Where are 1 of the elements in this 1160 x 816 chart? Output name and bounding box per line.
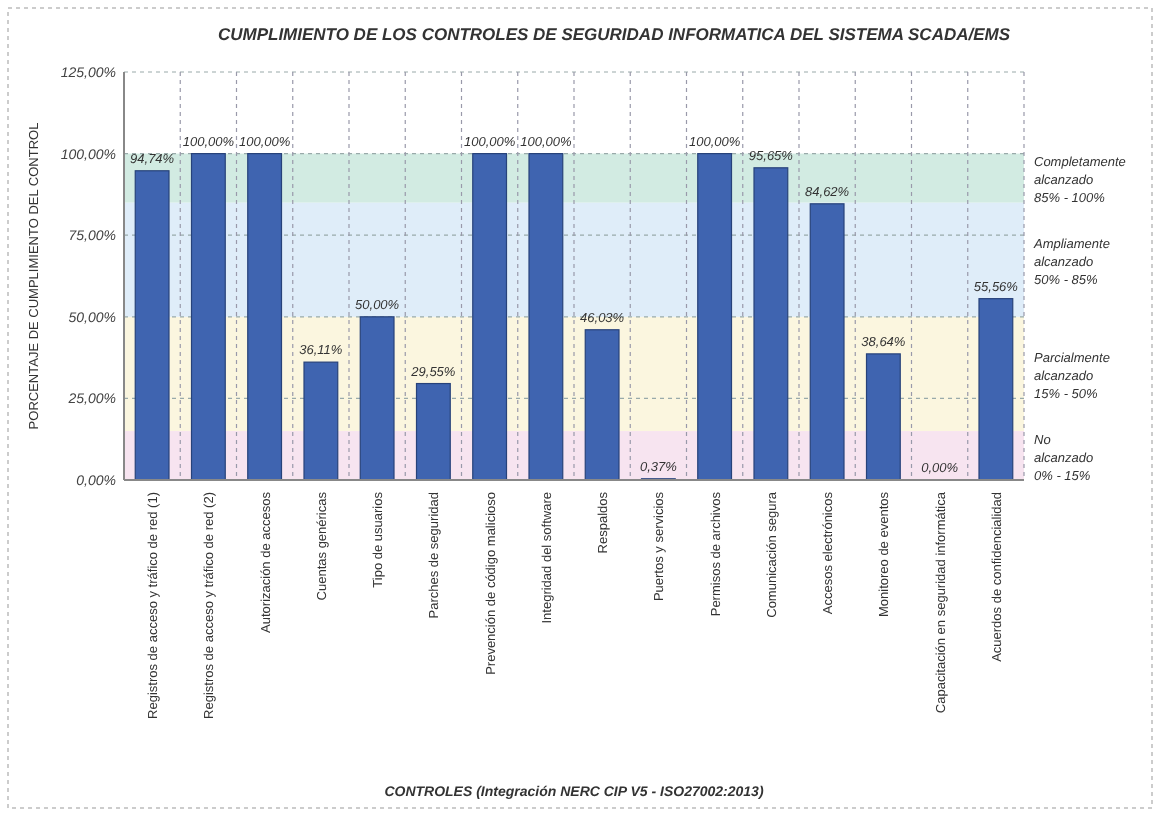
chart-title: CUMPLIMIENTO DE LOS CONTROLES DE SEGURIDAD INFORMATICA DEL SISTEMA SCADA/EMS <box>217 24 1011 44</box>
